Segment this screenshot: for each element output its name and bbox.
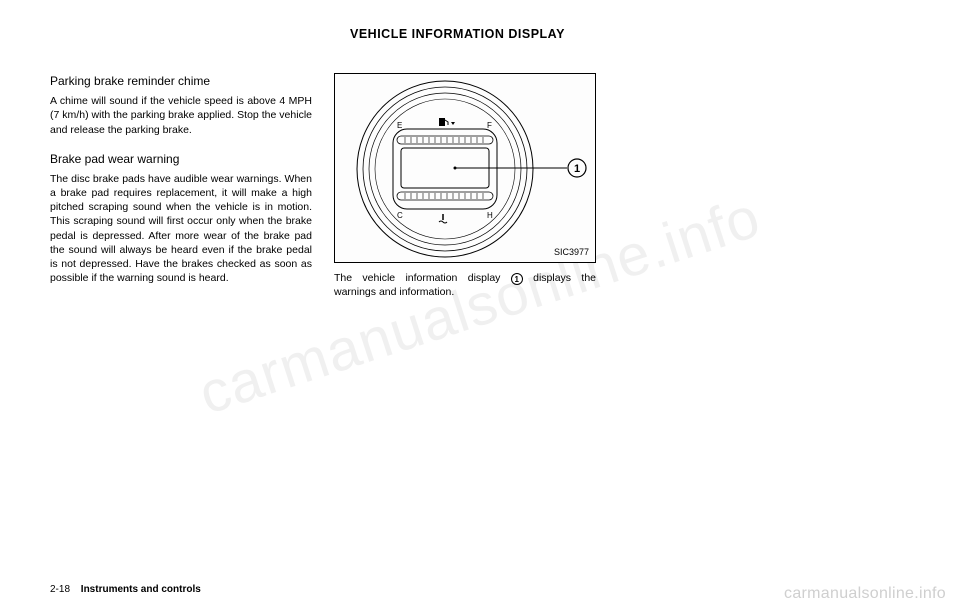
caption-pre: The vehicle information display [334, 272, 511, 284]
section-title: VEHICLE INFORMATION DISPLAY [350, 27, 565, 41]
column-3 [618, 73, 880, 313]
site-stamp: carmanualsonline.info [784, 585, 946, 603]
gauge-label-h: H [487, 211, 493, 220]
section-title-row: VEHICLE INFORMATION DISPLAY [50, 25, 910, 43]
gauge-label-e: E [397, 121, 402, 130]
fuel-pump-icon [439, 118, 455, 126]
figure-code: SIC3977 [554, 246, 589, 258]
subheading-brake-pad: Brake pad wear warning [50, 151, 312, 167]
gauge-label-f: F [487, 121, 492, 130]
paragraph-brake-pad: The disc brake pads have audible wear wa… [50, 172, 312, 285]
column-1: Parking brake reminder chime A chime wil… [50, 73, 312, 313]
gauge-label-c: C [397, 211, 403, 220]
column-2: E F C H [334, 73, 596, 313]
manual-page: VEHICLE INFORMATION DISPLAY Parking brak… [0, 0, 960, 611]
gauge-cluster-icon: E F C H [335, 74, 597, 264]
chapter-name: Instruments and controls [81, 584, 201, 595]
caption-callout-icon: 1 [511, 273, 523, 285]
figure-vehicle-info-display: E F C H [334, 73, 596, 263]
figure-caption: The vehicle information display 1 displa… [334, 271, 596, 299]
page-number: 2-18 [50, 584, 70, 595]
figure-callout-1: 1 [574, 163, 580, 175]
page-footer: 2-18 Instruments and controls [50, 584, 201, 595]
text-columns: Parking brake reminder chime A chime wil… [50, 73, 910, 313]
coolant-temp-icon [439, 214, 447, 223]
subheading-parking-brake: Parking brake reminder chime [50, 73, 312, 89]
paragraph-parking-brake: A chime will sound if the vehicle speed … [50, 94, 312, 137]
